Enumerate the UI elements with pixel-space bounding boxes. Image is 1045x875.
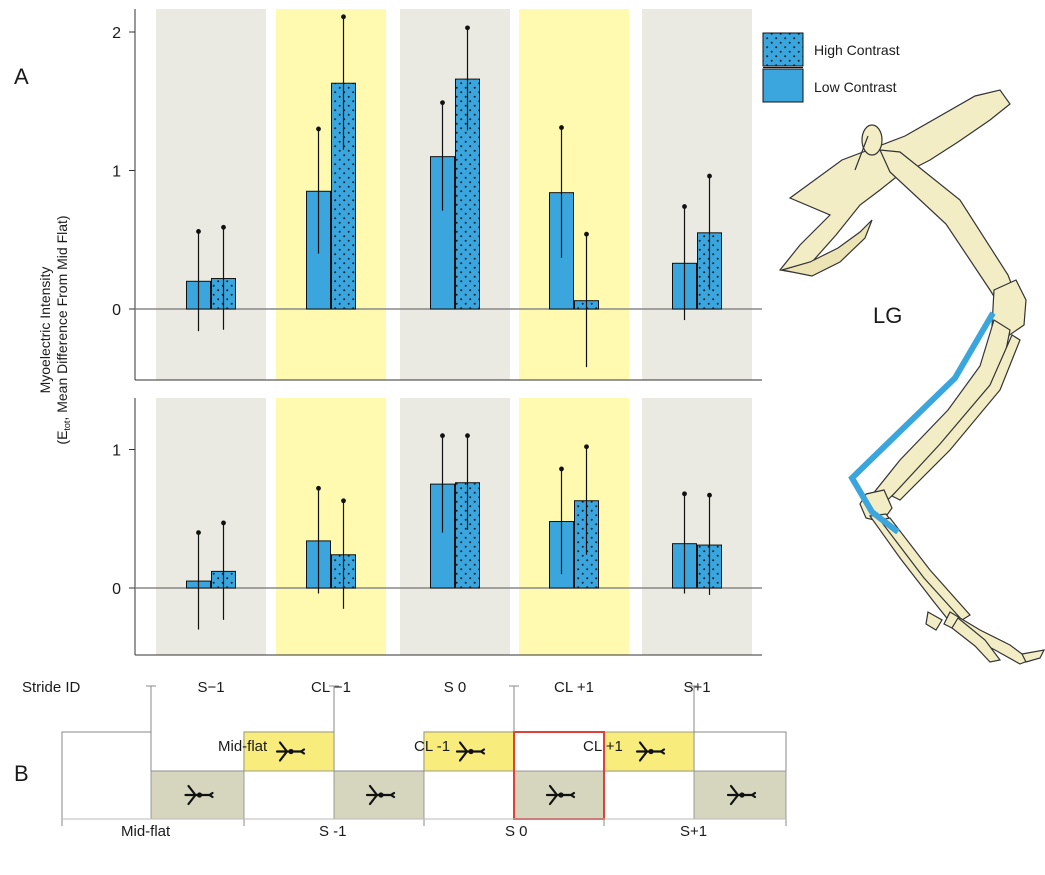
error-cap-1-1-0 xyxy=(221,520,226,526)
error-cap-1-0-2 xyxy=(440,433,445,439)
band-1-0 xyxy=(156,398,266,655)
footprint-icon xyxy=(455,741,486,762)
legend-label-high: High Contrast xyxy=(814,42,900,58)
error-cap-0-1-0 xyxy=(221,224,226,230)
category-bands xyxy=(156,9,752,655)
x-tick-label-3: CL +1 xyxy=(554,679,594,696)
legend-swatch-high xyxy=(762,32,804,67)
step-box-3 xyxy=(423,731,515,772)
error-cap-0-0-4 xyxy=(682,204,687,209)
band-0-0 xyxy=(156,9,266,380)
band-0-4 xyxy=(642,9,752,380)
error-cap-1-1-3 xyxy=(584,444,589,450)
panel-label-b: B xyxy=(14,761,29,786)
error-cap-0-1-2 xyxy=(465,25,470,31)
x-tick-labels: S−1 CL −1 S 0 CL +1 S+1 xyxy=(197,679,710,696)
error-cap-1-1-1 xyxy=(341,498,346,504)
y-tick-label-1-1: 1 xyxy=(112,443,121,460)
leg-label-lg: LG xyxy=(873,303,902,328)
femur xyxy=(879,149,1017,307)
y-tick-label-0-1: 1 xyxy=(112,164,121,181)
panel-label-a: A xyxy=(14,64,29,89)
error-cap-0-0-2 xyxy=(440,100,445,106)
y-tick-label-0-0: 0 xyxy=(112,302,121,319)
error-cap-1-0-1 xyxy=(316,485,321,491)
error-cap-0-0-0 xyxy=(196,229,201,234)
error-cap-1-0-4 xyxy=(682,491,687,497)
error-cap-1-1-2 xyxy=(465,433,470,439)
step-ticks xyxy=(61,685,787,826)
x-tick-label-4: S+1 xyxy=(683,679,710,696)
error-bars xyxy=(196,14,712,630)
y-axis-label-line1: Myoelectric Intensity xyxy=(37,267,53,394)
error-cap-1-0-3 xyxy=(559,466,564,472)
x-tick-label-0: S−1 xyxy=(197,679,224,696)
y-tick-label-0-2: 2 xyxy=(112,25,121,42)
steps-diagram: Mid-flat CL -1 CL +1 Mid-flat S -1 S 0 S… xyxy=(61,685,787,840)
footprint-icon xyxy=(184,784,214,806)
error-cap-0-0-1 xyxy=(316,126,321,132)
pelvis-shape xyxy=(778,89,1011,273)
y-tick-label-1-0: 0 xyxy=(112,581,121,598)
step-label-s-minus1: S -1 xyxy=(319,823,347,840)
x-tick-label-2: S 0 xyxy=(444,679,467,696)
error-cap-1-0-0 xyxy=(196,530,201,535)
metatarsal-2 xyxy=(878,517,971,621)
error-cap-1-1-4 xyxy=(707,492,712,498)
lg-muscle-line xyxy=(848,311,996,535)
step-label-s-plus1: S+1 xyxy=(680,823,707,840)
fibula xyxy=(891,334,1021,501)
band-1-1 xyxy=(276,398,386,655)
pelvis-lower xyxy=(781,219,873,277)
error-cap-0-0-3 xyxy=(559,125,564,130)
footprint-icon xyxy=(365,784,396,806)
tibia xyxy=(867,319,1011,506)
error-cap-0-1-1 xyxy=(341,14,346,20)
step-label-midflat-lower: Mid-flat xyxy=(121,823,171,840)
stride-id-label: Stride ID xyxy=(22,679,81,696)
step-label-s0: S 0 xyxy=(505,823,528,840)
footprint-icon xyxy=(275,741,306,762)
legend: High Contrast Low Contrast xyxy=(762,32,900,103)
legend-label-low: Low Contrast xyxy=(814,79,897,95)
footprint-icon xyxy=(726,784,757,806)
claw xyxy=(1021,649,1045,663)
step-label-midflat-upper: Mid-flat xyxy=(218,738,268,755)
y-axis-label-line2: (Etot, Mean Difference From Mid Flat) xyxy=(54,215,72,444)
legend-swatch-low xyxy=(762,68,804,103)
band-1-4 xyxy=(642,398,752,655)
x-tick-label-1: CL −1 xyxy=(311,679,351,696)
error-cap-0-1-4 xyxy=(707,173,712,179)
step-label-cl-plus1: CL +1 xyxy=(583,738,623,755)
step-label-cl-minus1: CL -1 xyxy=(414,738,450,755)
toes-2 xyxy=(951,617,1002,663)
claw-2 xyxy=(925,611,943,631)
footprint-icon xyxy=(635,741,666,762)
footprint-icon xyxy=(545,784,576,806)
hip-joint xyxy=(861,124,883,156)
error-cap-0-1-3 xyxy=(584,231,589,237)
leg-illustration xyxy=(778,89,1045,665)
